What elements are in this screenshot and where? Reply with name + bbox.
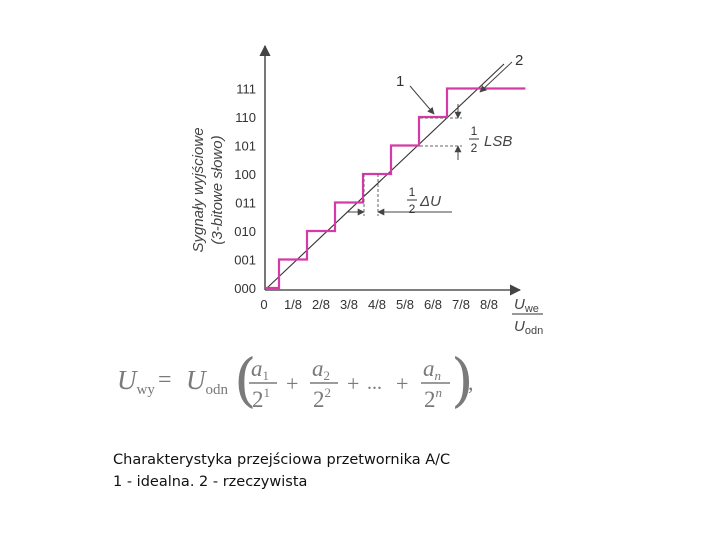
x-tick-label: 1/8 xyxy=(284,297,302,312)
half-lsb-den: 2 xyxy=(471,141,478,155)
term2-denominator: 22 xyxy=(313,385,331,412)
y-tick-label: 001 xyxy=(234,253,256,268)
half-lsb-label: LSB xyxy=(484,133,512,150)
caption-line-1: Charakterystyka przejściowa przetwornika… xyxy=(113,452,451,468)
formula-equals: = xyxy=(158,367,172,393)
formula-lhs: Uwy xyxy=(117,365,155,398)
formula-plus-3: + xyxy=(396,371,408,396)
callout-1-label: 1 xyxy=(396,73,404,90)
x-tick-label: 3/8 xyxy=(340,297,358,312)
x-axis-label-denominator: Uodn xyxy=(514,318,543,337)
formula-ellipsis: ... xyxy=(367,372,382,394)
y-tick-label: 110 xyxy=(235,110,256,125)
y-tick-label: 101 xyxy=(234,139,256,154)
term1-numerator: a1 xyxy=(251,356,269,383)
y-tick-label: 010 xyxy=(234,224,256,239)
y-tick-label: 111 xyxy=(236,82,256,97)
half-du-label: ΔU xyxy=(419,193,441,210)
formula-right-paren: ) xyxy=(451,346,474,414)
caption-line-2: 1 - idealna. 2 - rzeczywista xyxy=(113,474,308,490)
term2-numerator: a2 xyxy=(312,356,330,383)
x-tick-label: 6/8 xyxy=(424,297,442,312)
formula-uodn: Uodn xyxy=(186,365,229,398)
y-tick-label: 100 xyxy=(234,167,256,182)
termn-numerator: an xyxy=(423,356,441,383)
callout-2-label: 2 xyxy=(515,52,523,69)
x-tick-label: 4/8 xyxy=(368,297,386,312)
callout-2-arrow xyxy=(479,61,513,93)
y-tick-label: 011 xyxy=(235,196,256,211)
staircase-characteristic xyxy=(265,87,526,290)
formula-left-paren: ( xyxy=(234,346,257,414)
formula-comma: , xyxy=(468,370,474,395)
y-tick-label: 000 xyxy=(234,281,256,296)
x-axis-label-numerator: Uwe xyxy=(514,296,539,315)
x-tick-label: 0 xyxy=(260,297,267,312)
figure-caption: Charakterystyka przejściowa przetwornika… xyxy=(113,449,450,493)
half-lsb-num: 1 xyxy=(471,124,478,138)
term1-denominator: 21 xyxy=(252,385,270,412)
conversion-formula: Uwy = Uodn ( a1 21 + a2 22 + ... + an 2n… xyxy=(117,346,474,414)
callout-1-arrow xyxy=(409,85,435,115)
y-tick-labels: 000 001 010 011 100 101 110 111 xyxy=(234,82,256,297)
x-tick-label: 8/8 xyxy=(480,297,498,312)
formula-plus-2: + xyxy=(347,371,359,396)
x-tick-label: 5/8 xyxy=(396,297,414,312)
termn-denominator: 2n xyxy=(424,385,442,412)
y-axis-label-line1: Sygnały wyjściowe xyxy=(190,127,207,252)
y-axis-label-line2: (3-bitowe słowo) xyxy=(209,135,226,244)
ideal-characteristic-line xyxy=(266,63,505,289)
x-tick-labels: 0 1/8 2/8 3/8 4/8 5/8 6/8 7/8 8/8 xyxy=(260,297,498,312)
formula-plus-1: + xyxy=(286,371,298,396)
half-du-num: 1 xyxy=(409,185,416,199)
half-du-den: 2 xyxy=(409,202,416,216)
x-tick-label: 7/8 xyxy=(452,297,470,312)
x-tick-label: 2/8 xyxy=(312,297,330,312)
